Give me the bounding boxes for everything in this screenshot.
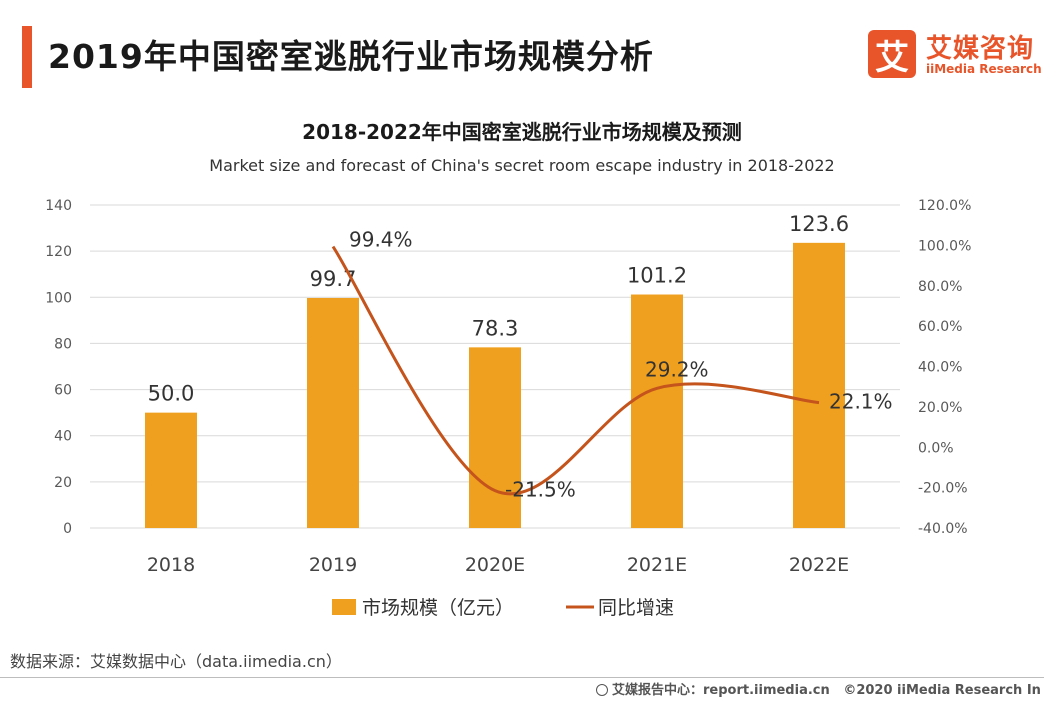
- y-right-tick-label: 60.0%: [918, 319, 962, 335]
- legend-line-label: 同比增速: [598, 597, 674, 619]
- chart-title: 2018-2022年中国密室逃脱行业市场规模及预测: [302, 120, 742, 144]
- combo-chart: 0 20 40 60 80 100 120 140 -40.0% -20.0% 0.0% 20.0% 4…: [45, 198, 971, 619]
- bar-value-label: 99.7: [310, 267, 357, 291]
- x-tick-label: 2022E: [789, 554, 849, 576]
- y-right-tick-label: 120.0%: [918, 198, 971, 214]
- globe-icon: [596, 684, 608, 696]
- page-title: 2019年中国密室逃脱行业市场规模分析: [48, 37, 654, 76]
- y-right-tick-label: 20.0%: [918, 400, 962, 416]
- x-tick-label: 2018: [147, 554, 195, 576]
- title-accent-bar: [22, 26, 32, 88]
- chart-subtitle: Market size and forecast of China's secr…: [209, 156, 835, 175]
- bar-value-label: 78.3: [472, 316, 519, 340]
- bar-value-label: 50.0: [148, 382, 195, 406]
- x-tick-label: 2021E: [627, 554, 687, 576]
- y-left-tick-label: 140: [45, 198, 72, 214]
- bar-2020E: [469, 347, 521, 528]
- footer-divider: [0, 677, 1044, 678]
- iimedia-logo: 艾 艾媒咨询 iiMedia Research: [868, 30, 1042, 82]
- logo-mark-icon: 艾: [868, 30, 916, 78]
- y-right-tick-label: 0.0%: [918, 440, 954, 456]
- bar-value-label: 123.6: [789, 212, 849, 236]
- y-left-tick-label: 0: [63, 521, 72, 537]
- logo-text-cn: 艾媒咨询: [926, 34, 1035, 64]
- logo-text-en: iiMedia Research: [926, 62, 1042, 76]
- growth-rate-line: [331, 245, 820, 496]
- footer-report-link[interactable]: 艾媒报告中心：report.iimedia.cn: [612, 683, 830, 698]
- footer-copyright: ©2020 iiMedia Research In: [843, 683, 1041, 698]
- y-left-tick-label: 100: [45, 290, 72, 306]
- footer: 艾媒报告中心：report.iimedia.cn ©2020 iiMedia R…: [596, 679, 1041, 698]
- bar-2021E: [631, 294, 683, 528]
- bar-value-label: 101.2: [627, 264, 687, 288]
- bar-2018: [145, 412, 197, 528]
- x-tick-label: 2019: [309, 554, 357, 576]
- growth-rate-label: -21.5%: [505, 478, 576, 502]
- y-right-tick-label: -20.0%: [918, 481, 968, 497]
- y-right-tick-label: 80.0%: [918, 279, 962, 295]
- growth-rate-label: 99.4%: [349, 228, 413, 252]
- bar-2019: [307, 297, 359, 528]
- y-left-tick-label: 120: [45, 244, 72, 260]
- growth-rate-label: 29.2%: [645, 357, 709, 381]
- y-right-tick-label: -40.0%: [918, 521, 968, 537]
- legend-bar-swatch: [332, 599, 356, 615]
- bar-2022E: [793, 242, 845, 528]
- y-right-tick-label: 100.0%: [918, 238, 971, 254]
- y-right-tick-label: 40.0%: [918, 360, 962, 376]
- y-left-tick-label: 40: [54, 429, 72, 445]
- legend-bar-label: 市场规模（亿元）: [362, 597, 514, 619]
- growth-rate-label: 22.1%: [829, 390, 893, 414]
- x-tick-label: 2020E: [465, 554, 525, 576]
- y-left-tick-label: 20: [54, 475, 72, 491]
- y-left-tick-label: 80: [54, 336, 72, 352]
- data-source: 数据来源：艾媒数据中心（data.iimedia.cn）: [10, 652, 342, 671]
- y-left-tick-label: 60: [54, 383, 72, 399]
